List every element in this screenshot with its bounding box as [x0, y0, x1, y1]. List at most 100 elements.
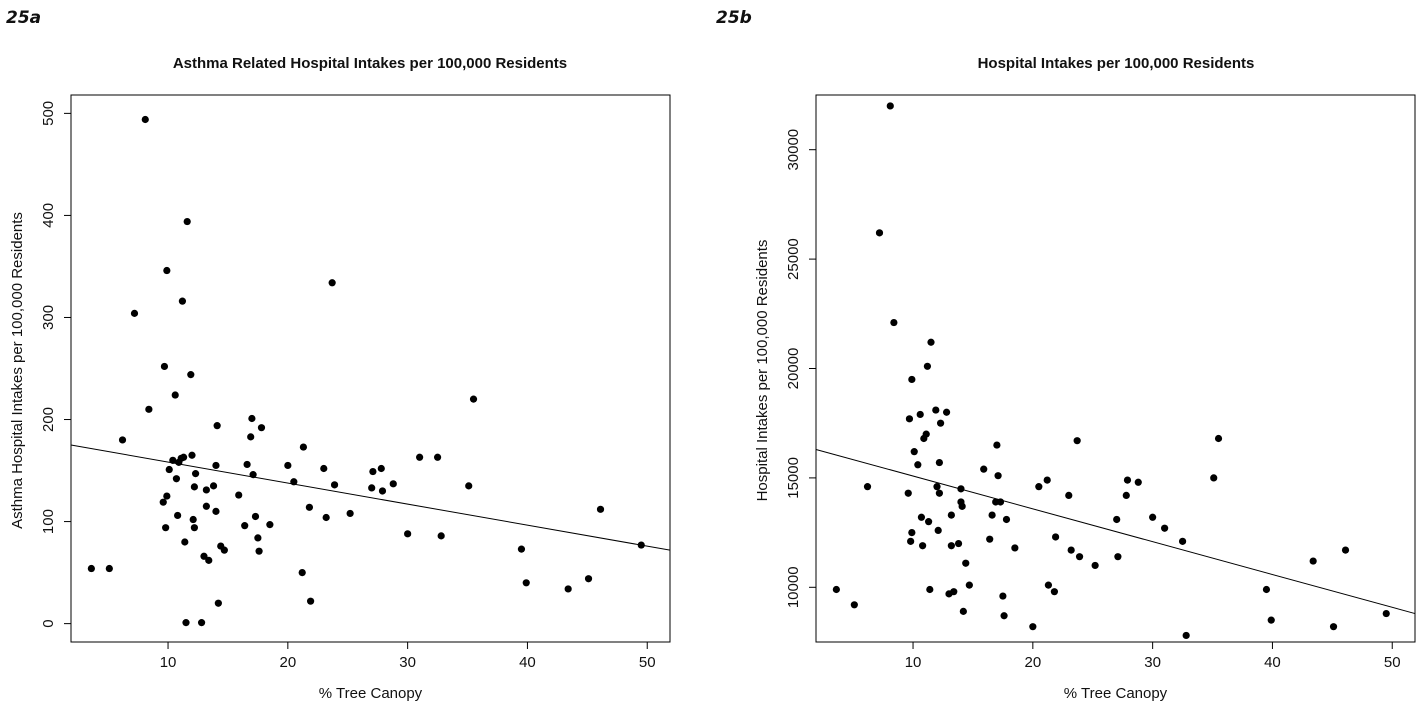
- data-point-b-70: [1182, 631, 1190, 640]
- data-point-b-49: [1002, 515, 1011, 524]
- data-point-a-34: [209, 482, 218, 490]
- data-point-b-7: [905, 415, 914, 423]
- scatter-plot-25b: Hospital Intakes per 100,000 Residents 10…: [754, 55, 1416, 702]
- x-tick-label-a-20: 20: [279, 654, 296, 671]
- data-point-b-40: [980, 465, 988, 473]
- chart-title-b: Hospital Intakes per 100,000 Residents: [978, 55, 1255, 72]
- data-point-b-50: [1011, 544, 1019, 552]
- data-point-a-35: [212, 461, 220, 470]
- data-point-a-21: [182, 619, 190, 627]
- data-point-a-57: [307, 597, 315, 605]
- data-point-b-46: [996, 498, 1005, 506]
- data-point-b-19: [925, 518, 933, 526]
- data-point-b-38: [962, 559, 970, 567]
- data-point-a-22: [183, 217, 191, 226]
- data-point-b-51: [1029, 623, 1037, 631]
- data-point-b-14: [917, 513, 926, 521]
- x-tick-label-b-20: 20: [1024, 654, 1041, 671]
- data-point-a-50: [257, 424, 266, 432]
- data-point-a-41: [235, 491, 243, 499]
- data-point-b-21: [927, 338, 935, 346]
- data-point-b-27: [936, 419, 945, 427]
- data-point-a-55: [299, 443, 308, 451]
- plot-frame-b: [815, 94, 1416, 643]
- data-point-b-23: [933, 483, 941, 491]
- data-point-a-52: [284, 461, 292, 470]
- data-point-b-60: [1075, 553, 1084, 561]
- data-point-b-26: [935, 489, 943, 497]
- data-point-b-5: [890, 318, 898, 327]
- data-point-b-28: [942, 408, 951, 416]
- data-point-a-30: [200, 552, 208, 560]
- data-point-a-66: [378, 487, 387, 495]
- data-point-b-44: [993, 441, 1001, 449]
- data-point-b-64: [1122, 491, 1130, 500]
- data-point-a-70: [433, 453, 442, 461]
- fit-line-b: [815, 448, 1416, 615]
- data-point-b-69: [1178, 537, 1187, 545]
- y-tick-label-a-100: 100: [40, 509, 57, 534]
- chart-title-a: Asthma Related Hospital Intakes per 100,…: [173, 55, 567, 72]
- data-point-a-40: [220, 546, 228, 554]
- y-tick-label-b-10000: 10000: [785, 566, 802, 608]
- data-point-a-24: [188, 451, 196, 459]
- data-point-b-15: [919, 542, 927, 550]
- data-point-a-67: [389, 480, 397, 488]
- data-point-b-36: [958, 502, 966, 510]
- data-point-a-68: [404, 530, 412, 538]
- x-tick-label-b-40: 40: [1264, 654, 1281, 671]
- data-point-a-29: [197, 619, 206, 627]
- data-point-a-71: [437, 532, 445, 540]
- data-point-b-76: [1329, 623, 1338, 631]
- y-axis-label-a: Asthma Hospital Intakes per 100,000 Resi…: [9, 212, 26, 529]
- data-point-b-20: [926, 585, 934, 594]
- data-point-a-72: [465, 482, 473, 490]
- y-tick-label-a-0: 0: [40, 619, 57, 627]
- data-point-b-4: [886, 102, 894, 110]
- data-point-b-77: [1341, 546, 1350, 554]
- data-point-a-1: [105, 564, 113, 573]
- data-point-b-66: [1134, 478, 1142, 486]
- x-tick-label-b-50: 50: [1384, 654, 1401, 671]
- data-point-a-19: [180, 453, 188, 461]
- data-point-a-46: [249, 471, 257, 479]
- data-point-a-33: [205, 556, 213, 564]
- data-point-b-22: [932, 406, 940, 414]
- scatter-plot-25a: Asthma Related Hospital Intakes per 100,…: [9, 55, 671, 702]
- data-point-a-63: [368, 484, 376, 492]
- data-point-b-1: [850, 601, 858, 609]
- data-point-b-17: [922, 430, 930, 438]
- x-axis-label-a: % Tree Canopy: [319, 685, 423, 702]
- data-point-b-24: [934, 526, 942, 535]
- data-point-b-74: [1267, 616, 1275, 624]
- data-point-b-30: [947, 511, 955, 519]
- data-point-a-0: [87, 564, 95, 573]
- data-point-b-59: [1073, 437, 1081, 445]
- chart-panel-25a: 25a Asthma Related Hospital Intakes per …: [0, 0, 706, 712]
- data-point-a-53: [290, 478, 298, 486]
- y-axis-label-b: Hospital Intakes per 100,000 Residents: [754, 240, 771, 502]
- x-tick-label-a-50: 50: [639, 654, 656, 671]
- y-tick-label-a-200: 200: [40, 407, 57, 432]
- data-point-b-67: [1149, 513, 1157, 521]
- data-point-a-20: [181, 538, 189, 546]
- data-point-a-65: [377, 464, 385, 473]
- data-point-b-42: [988, 511, 996, 519]
- data-point-a-32: [202, 486, 210, 494]
- data-point-b-71: [1210, 474, 1218, 482]
- data-point-a-78: [596, 505, 605, 513]
- data-point-b-63: [1114, 553, 1122, 561]
- data-point-a-47: [251, 512, 260, 521]
- data-point-b-57: [1065, 491, 1073, 500]
- data-point-b-37: [959, 607, 967, 615]
- data-point-a-12: [169, 456, 177, 464]
- data-point-b-3: [875, 229, 884, 237]
- x-axis-label-b: % Tree Canopy: [1064, 685, 1168, 702]
- data-point-a-60: [328, 279, 336, 287]
- data-point-a-7: [160, 362, 169, 371]
- data-point-b-62: [1113, 515, 1121, 524]
- data-point-a-25: [189, 515, 197, 524]
- data-point-a-36: [212, 507, 220, 515]
- data-point-a-37: [213, 422, 221, 430]
- data-point-b-9: [908, 529, 916, 537]
